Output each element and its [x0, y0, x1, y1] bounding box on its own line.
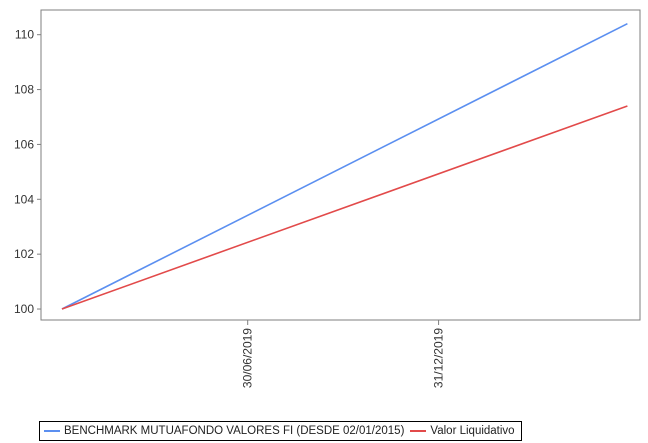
y-axis: 100 102 104 106 108 110: [14, 28, 41, 316]
series-layer: [61, 22, 628, 310]
legend-item-valor-liquidativo: Valor Liquidativo: [410, 425, 515, 437]
y-tick-label: 108: [14, 83, 34, 97]
legend-item-benchmark: BENCHMARK MUTUAFONDO VALORES FI (DESDE 0…: [44, 425, 404, 437]
x-tick-label: 30/06/2019: [241, 328, 255, 388]
y-tick-label: 110: [15, 28, 34, 42]
y-tick-label: 102: [14, 247, 34, 261]
y-tick-label: 106: [14, 137, 34, 151]
series-line-benchmark: [61, 22, 628, 310]
y-tick-label: 100: [14, 302, 34, 316]
legend: BENCHMARK MUTUAFONDO VALORES FI (DESDE 0…: [39, 421, 522, 441]
x-tick-label: 31/12/2019: [432, 328, 446, 388]
y-tick-label: 104: [14, 192, 34, 206]
line-chart: 100 102 104 106 108 110 30/06/2019 31/12/2019: [14, 9, 641, 388]
series-line-valor-liquidativo: [61, 105, 628, 310]
legend-label-benchmark: BENCHMARK MUTUAFONDO VALORES FI (DESDE 0…: [64, 425, 405, 437]
legend-label-valor-liquidativo: Valor Liquidativo: [430, 425, 515, 437]
x-axis: 30/06/2019 31/12/2019: [241, 320, 446, 388]
legend-swatch-valor-liquidativo: [410, 430, 427, 432]
legend-swatch-benchmark: [44, 430, 60, 432]
